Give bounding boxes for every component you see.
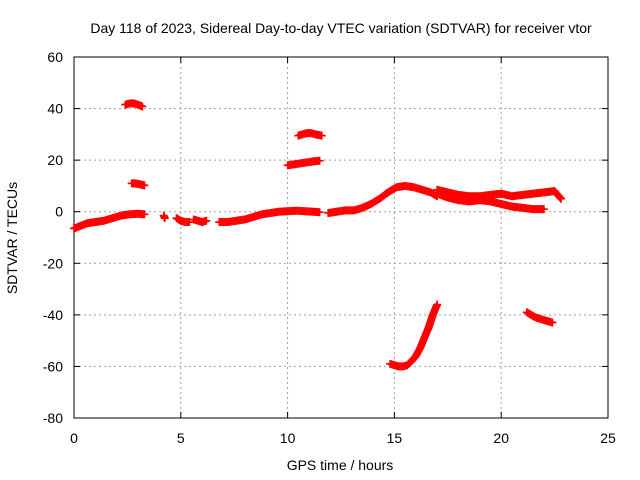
series-fragment-a (159, 211, 169, 223)
series-baseline-mid (215, 206, 324, 227)
series-rise-to-peak (324, 181, 442, 218)
series-high-arc-1 (121, 99, 147, 111)
x-tick-label: 10 (280, 430, 296, 446)
data-points (70, 99, 566, 371)
x-tick-label: 0 (70, 430, 78, 446)
y-tick-label: -60 (43, 358, 63, 374)
chart-title: Day 118 of 2023, Sidereal Day-to-day VTE… (90, 20, 592, 36)
data-point (548, 318, 557, 327)
data-point (140, 181, 149, 190)
data-point (557, 194, 566, 203)
data-point (315, 208, 324, 217)
y-tick-label: 40 (47, 101, 63, 117)
data-point (160, 214, 169, 223)
data-point (317, 131, 326, 140)
data-point (539, 205, 548, 214)
y-tick-label: -40 (43, 307, 63, 323)
y-tick-label: -20 (43, 255, 63, 271)
y-tick-label: 20 (47, 152, 63, 168)
y-tick-label: 60 (47, 49, 63, 65)
y-axis-label: SDTVAR / TECUs (4, 182, 20, 294)
series-high-arc-2 (294, 129, 326, 140)
data-point (433, 300, 442, 309)
series-fragment-b (172, 214, 194, 227)
plot-frame (73, 56, 609, 419)
series-mid-arc-2 (283, 156, 324, 170)
y-tick-label: 0 (55, 204, 63, 220)
data-point (140, 210, 149, 219)
series-mid-arc-1 (127, 179, 149, 190)
y-tick-label: -80 (43, 410, 63, 426)
data-point (556, 193, 565, 202)
series-negative-arc-1 (386, 300, 442, 371)
data-point (185, 218, 194, 227)
x-tick-label: 5 (177, 430, 185, 446)
data-point (138, 102, 147, 111)
x-axis-label: GPS time / hours (287, 457, 394, 473)
axis-ticks: 0 5 10 15 20 25 -80 -60 -40 -20 0 20 40 60 (43, 49, 616, 446)
data-point (315, 156, 324, 165)
data-point (202, 216, 211, 225)
series-baseline-early (70, 209, 149, 233)
series-late-lower (433, 189, 548, 214)
series-fragment-c (189, 215, 211, 227)
x-tick-label: 25 (600, 430, 616, 446)
x-tick-label: 20 (493, 430, 509, 446)
gridlines (74, 57, 608, 418)
series-negative-arc-2 (522, 308, 557, 327)
x-tick-label: 15 (387, 430, 403, 446)
